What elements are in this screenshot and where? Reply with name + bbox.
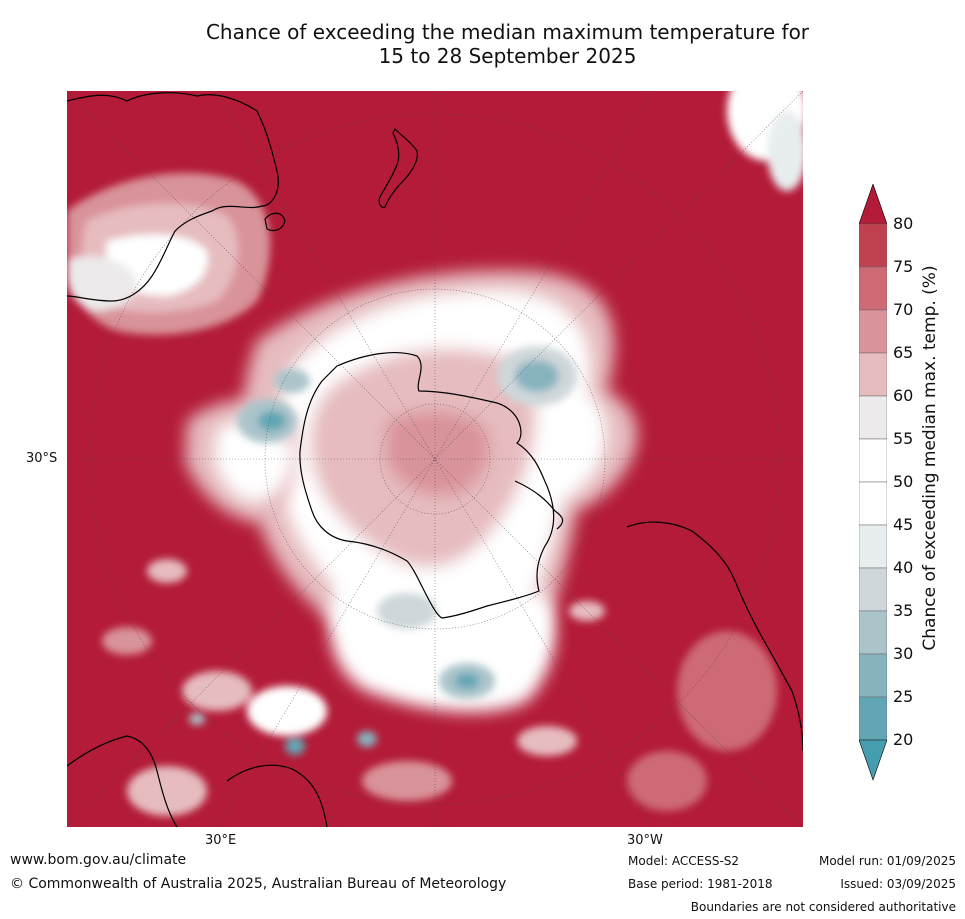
- footer-issued: Issued: 03/09/2025: [840, 877, 956, 891]
- antarctica-coast: [299, 352, 555, 619]
- map-title: Chance of exceeding the median maximum t…: [60, 20, 955, 68]
- map-canvas: [67, 91, 803, 827]
- footer-copyright: © Commonwealth of Australia 2025, Austra…: [10, 876, 507, 892]
- new-zealand-coast: [378, 127, 418, 208]
- colorbar-tick-label: 80: [893, 214, 914, 233]
- scattered-patches: [102, 91, 803, 816]
- colorbar-band: [859, 395, 887, 440]
- colorbar-tick-label: 35: [893, 601, 914, 620]
- colorbar-tick-label: 65: [893, 343, 914, 362]
- colorbar-band: [859, 438, 887, 483]
- colorbar-tick-label: 60: [893, 386, 914, 405]
- colorbar-tick-label: 40: [893, 558, 914, 577]
- colorbar: [859, 184, 887, 781]
- colorbar-band: [859, 266, 887, 311]
- colorbar-band: [859, 610, 887, 655]
- map-panel[interactable]: [67, 91, 803, 827]
- graticule: [67, 91, 803, 827]
- colorbar-band: [859, 653, 887, 698]
- south-america-coast: [626, 521, 803, 752]
- madagascar-coast: [226, 764, 328, 827]
- colorbar-tick-label: 55: [893, 429, 914, 448]
- below-median-patches: [189, 346, 577, 755]
- colorbar-tick-label: 50: [893, 472, 914, 491]
- africa-coast: [67, 735, 178, 827]
- colorbar-tick-label: 70: [893, 300, 914, 319]
- colorbar-arrow-high: [859, 184, 887, 225]
- colorbar-band: [859, 481, 887, 526]
- colorbar-arrow-low: [859, 739, 887, 781]
- lon-label-30w: 30°W: [627, 833, 663, 848]
- australia-region-shading: [67, 172, 271, 335]
- footer-model: Model: ACCESS-S2: [628, 854, 740, 868]
- australia-coast: [67, 92, 279, 302]
- colorbar-band: [859, 696, 887, 741]
- title-line-2: 15 to 28 September 2025: [378, 44, 637, 68]
- colorbar-tick-label: 25: [893, 687, 914, 706]
- colorbar-tick-label: 30: [893, 644, 914, 663]
- colorbar-title: Chance of exceeding median max. temp. (%…: [920, 265, 940, 651]
- lat-label-30s: 30°S: [26, 451, 58, 466]
- footer-base-period: Base period: 1981-2018: [628, 877, 773, 891]
- title-line-1: Chance of exceeding the median maximum t…: [205, 20, 810, 44]
- colorbar-tick-label: 20: [893, 730, 914, 749]
- footer-disclaimer: Boundaries are not considered authoritat…: [690, 900, 956, 914]
- colorbar-band: [859, 223, 887, 268]
- colorbar-tick-label: 45: [893, 515, 914, 534]
- footer-website[interactable]: www.bom.gov.au/climate: [10, 852, 187, 868]
- colorbar-band: [859, 567, 887, 612]
- footer-model-run: Model run: 01/09/2025: [818, 854, 956, 868]
- colorbar-band: [859, 309, 887, 354]
- lon-label-30e: 30°E: [205, 833, 237, 848]
- antarctic-peninsula: [514, 480, 564, 530]
- colorbar-band: [859, 524, 887, 569]
- colorbar-band: [859, 352, 887, 397]
- tasmania-coast: [264, 212, 286, 232]
- colorbar-tick-label: 75: [893, 257, 914, 276]
